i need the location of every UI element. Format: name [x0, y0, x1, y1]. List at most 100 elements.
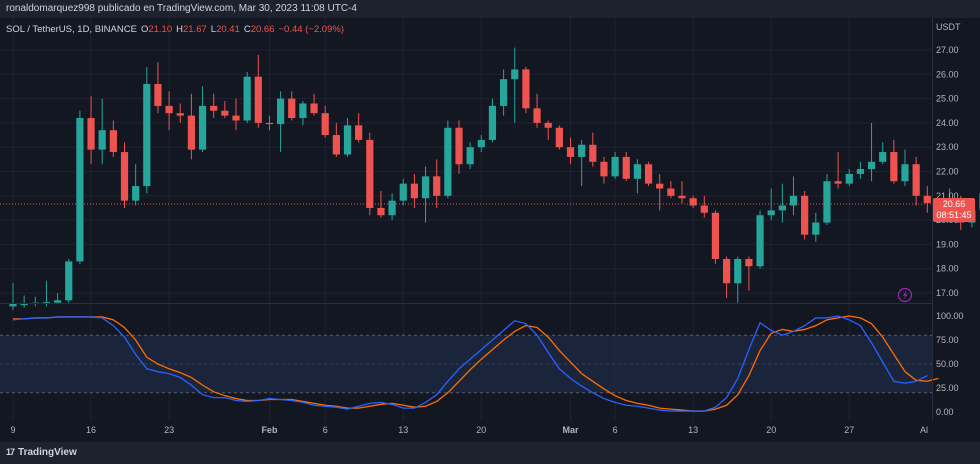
- candle: [745, 256, 753, 291]
- candle-body: [622, 156, 630, 179]
- price-tick-label: 23.00: [936, 142, 959, 152]
- candle-body: [410, 183, 418, 199]
- candle-body: [187, 115, 195, 150]
- candle-body: [288, 98, 296, 119]
- candle-body: [120, 152, 129, 201]
- oscillator-band-lines: [0, 334, 932, 394]
- candle-body: [511, 69, 519, 80]
- stoch-k-line: [12, 315, 928, 412]
- price-tick-label: 17.00: [936, 288, 959, 298]
- candle: [143, 67, 151, 194]
- candle-body: [54, 300, 62, 303]
- candle: [667, 181, 675, 199]
- candle: [522, 67, 530, 114]
- oscillator-band: [0, 335, 932, 393]
- candle: [87, 96, 95, 165]
- candle-body: [366, 139, 374, 208]
- candle: [165, 91, 173, 131]
- oscillator-tick-label: 75.00: [936, 335, 959, 345]
- candle-body: [42, 302, 51, 304]
- price-tick-label: 24.00: [936, 118, 959, 128]
- candle: [700, 195, 708, 218]
- candle: [879, 142, 887, 165]
- candle-body: [455, 127, 463, 165]
- time-tick-label: 6: [323, 425, 328, 435]
- candle-body: [600, 161, 608, 177]
- candle-body: [421, 176, 430, 199]
- legend: SOL / TetherUS, 1D, BINANCE O21.10 H21.67 L…: [6, 24, 344, 35]
- tv-logo-icon: 17: [6, 447, 15, 457]
- candle-body: [332, 135, 340, 155]
- candle-body: [466, 147, 474, 165]
- candle: [466, 142, 474, 170]
- candle: [221, 101, 229, 119]
- candle-body: [109, 130, 117, 153]
- candle-body: [377, 207, 385, 216]
- candle-body: [767, 210, 775, 216]
- candle: [198, 86, 207, 153]
- candle: [856, 161, 864, 179]
- candle-body: [254, 76, 262, 123]
- last-price-label: 20.66 08:51:45: [933, 198, 975, 223]
- candle: [65, 258, 73, 303]
- high-label: H: [176, 24, 183, 35]
- candle-body: [644, 164, 653, 184]
- open-label: O: [141, 24, 148, 35]
- candle-body: [243, 76, 251, 121]
- candle: [265, 115, 274, 131]
- low-label: L: [211, 24, 216, 35]
- candle: [120, 142, 129, 208]
- candle: [867, 122, 876, 182]
- candle-body: [76, 118, 84, 262]
- candle: [477, 135, 485, 153]
- candle-body: [823, 181, 831, 223]
- candle-body: [879, 152, 887, 162]
- candle: [355, 113, 363, 143]
- candle-body: [198, 105, 207, 150]
- chart-area[interactable]: USDT 27.00 26.00 25.00 24.00 23.00 22.00 21.00…: [0, 18, 980, 442]
- candle: [455, 120, 463, 174]
- candle: [444, 120, 452, 199]
- candle: [243, 71, 251, 123]
- candle: [9, 283, 17, 311]
- candle: [622, 152, 630, 182]
- time-tick-label: 20: [766, 425, 776, 435]
- candle-body: [310, 103, 318, 114]
- time-tick-label: 6: [613, 425, 618, 435]
- time-tick-label: 20: [476, 425, 486, 435]
- candle-body: [533, 108, 541, 123]
- candle-body: [923, 195, 931, 204]
- time-axis[interactable]: 9 16 23 Feb 6 13 20 Mar 6 13 20 27 Al: [10, 425, 928, 435]
- tradingview-logo[interactable]: 17 TradingView: [6, 447, 77, 458]
- candle: [98, 98, 106, 165]
- price-axis[interactable]: USDT 27.00 26.00 25.00 24.00 23.00 22.00 21.00…: [936, 22, 961, 298]
- lightning-icon[interactable]: [897, 287, 913, 303]
- candle: [210, 93, 218, 119]
- candle-body: [745, 258, 753, 267]
- candle-body: [611, 156, 619, 177]
- candle: [611, 152, 619, 179]
- candle: [901, 149, 909, 187]
- candle-body: [355, 125, 363, 140]
- candle: [723, 256, 731, 298]
- candle-body: [555, 127, 563, 148]
- price-tick-label: 18.00: [936, 264, 959, 274]
- candle-body: [700, 205, 708, 213]
- candle: [410, 173, 418, 208]
- symbol-line: SOL / TetherUS, 1D, BINANCE: [6, 24, 137, 35]
- price-tick-label: 22.00: [936, 167, 959, 177]
- candle: [343, 118, 352, 157]
- oscillator-tick-label: 25.00: [936, 383, 959, 393]
- candle-body: [812, 222, 820, 235]
- candle: [633, 159, 641, 194]
- time-tick-label: Feb: [261, 425, 278, 435]
- oscillator-tick-label: 100.00: [936, 311, 964, 321]
- candle: [845, 169, 853, 187]
- candle: [533, 93, 541, 128]
- stoch-d-line: [13, 315, 939, 412]
- candle-body: [678, 195, 686, 199]
- candle-body: [778, 205, 786, 211]
- candle-body: [176, 113, 184, 116]
- candle-body: [9, 303, 17, 307]
- price-tick-label: 19.00: [936, 239, 959, 249]
